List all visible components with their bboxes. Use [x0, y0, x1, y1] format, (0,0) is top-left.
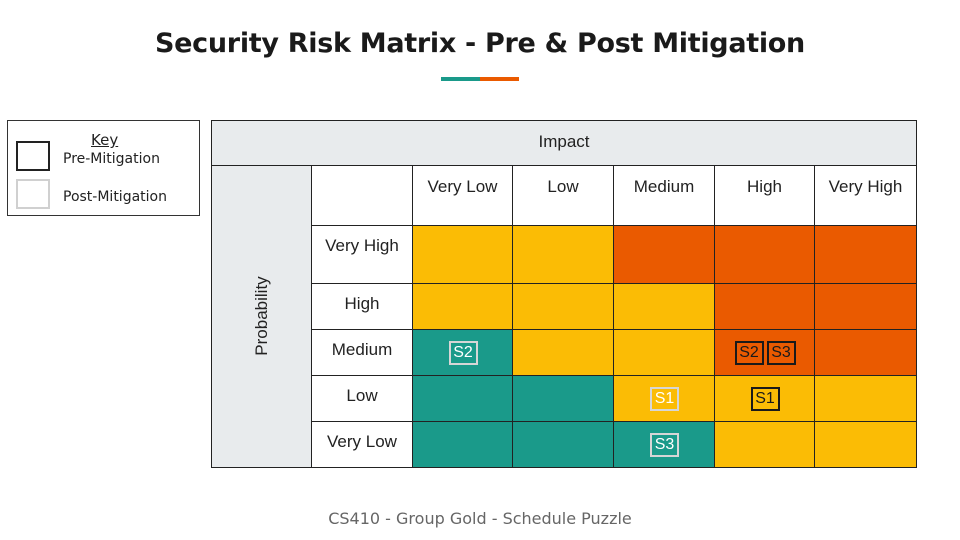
pre-mitigation-marker: S2	[734, 341, 764, 365]
risk-cell-yellow	[513, 330, 614, 376]
corner-cell	[312, 166, 413, 226]
risk-cell-yellow	[614, 284, 715, 330]
risk-cell-yellow	[715, 376, 815, 422]
risk-cell-yellow	[614, 330, 715, 376]
risk-cell-teal	[413, 330, 513, 376]
risk-matrix: Impact Probability Very Low Low Medium High…	[211, 120, 917, 468]
risk-cell-yellow	[614, 376, 715, 422]
probability-level-label: Medium	[312, 330, 413, 376]
probability-level-label: Low	[312, 376, 413, 422]
risk-cell-yellow	[815, 422, 917, 468]
risk-cell-yellow	[715, 422, 815, 468]
footer-text: CS410 - Group Gold - Schedule Puzzle	[328, 509, 632, 528]
risk-cell-teal	[413, 376, 513, 422]
risk-cell-yellow	[815, 376, 917, 422]
probability-level-label: High	[312, 284, 413, 330]
post-mitigation-label: Post-Mitigation	[63, 189, 167, 205]
risk-cell-teal	[413, 422, 513, 468]
probability-header: Probability	[211, 166, 312, 468]
title-accent-teal	[441, 77, 480, 81]
risk-cell-orange	[715, 330, 815, 376]
post-mitigation-marker: S3	[650, 433, 679, 457]
impact-level-label: Low	[513, 166, 614, 226]
risk-cell-yellow	[513, 226, 614, 284]
risk-cell-orange	[715, 284, 815, 330]
risk-cell-orange	[815, 330, 917, 376]
risk-cell-orange	[815, 226, 917, 284]
title-accent-orange	[480, 77, 519, 81]
impact-level-label: Very Low	[413, 166, 513, 226]
legend-key: Key Pre-Mitigation Post-Mitigation	[7, 120, 200, 216]
post-mitigation-swatch	[16, 179, 50, 209]
post-mitigation-marker: S1	[650, 387, 679, 411]
risk-cell-teal	[513, 376, 614, 422]
page-title: Security Risk Matrix - Pre & Post Mitiga…	[155, 28, 805, 59]
impact-level-label: High	[715, 166, 815, 226]
risk-cell-orange	[614, 226, 715, 284]
risk-cell-yellow	[413, 226, 513, 284]
risk-cell-teal	[513, 422, 614, 468]
risk-cell-teal	[614, 422, 715, 468]
risk-cell-yellow	[513, 284, 614, 330]
post-mitigation-marker: S2	[448, 341, 478, 365]
pre-mitigation-label: Pre-Mitigation	[63, 151, 160, 167]
probability-level-label: Very High	[312, 226, 413, 284]
pre-mitigation-marker: S3	[766, 341, 796, 365]
impact-level-label: Very High	[815, 166, 917, 226]
impact-header: Impact	[211, 120, 917, 166]
risk-cell-orange	[715, 226, 815, 284]
probability-level-label: Very Low	[312, 422, 413, 468]
key-title: Key	[91, 131, 119, 149]
pre-mitigation-swatch	[16, 141, 50, 171]
pre-mitigation-marker: S1	[750, 387, 780, 411]
probability-label: Probability	[252, 276, 271, 356]
risk-cell-yellow	[413, 284, 513, 330]
risk-cell-orange	[815, 284, 917, 330]
impact-level-label: Medium	[614, 166, 715, 226]
